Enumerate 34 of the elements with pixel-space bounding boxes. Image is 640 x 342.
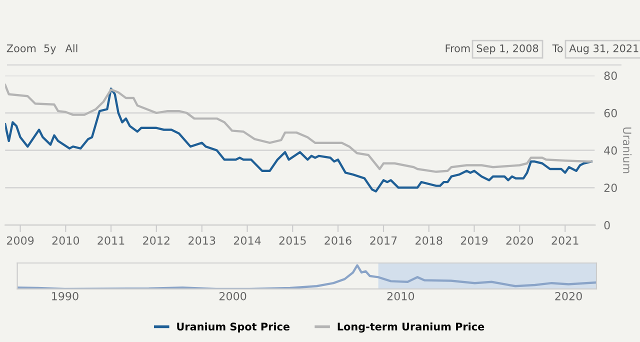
x-tick-label: 2000 [219, 292, 246, 300]
legend-label: Long-term Uranium Price [338, 322, 484, 333]
text: All [65, 44, 78, 52]
x-tick-label: 2010 [52, 236, 80, 245]
x-tick-label: 2009 [6, 236, 34, 245]
x-tick-label: 2021 [552, 236, 578, 245]
y-tick-label: 0 [604, 221, 610, 230]
text: To [552, 44, 563, 52]
text: From [446, 44, 470, 52]
x-tick-label: 2014 [234, 236, 261, 245]
text: Zoom [6, 44, 36, 52]
legend-label: Uranium Spot Price [177, 322, 290, 333]
line-series [5, 88, 593, 193]
x-tick-label: 2020 [555, 292, 582, 300]
text: Aug 31, 2021 [569, 44, 638, 54]
x-tick-label: 2020 [506, 236, 534, 245]
y-tick-label: 40 [604, 146, 617, 155]
line-series [5, 84, 593, 173]
x-tick-label: 2018 [416, 236, 442, 245]
text: 5y [44, 44, 56, 54]
y-tick-label: 60 [604, 108, 617, 118]
x-tick-label: 2016 [324, 236, 352, 245]
x-tick-label: 2010 [387, 292, 414, 300]
y-tick-label: 20 [604, 184, 617, 192]
x-tick-label: 2013 [188, 236, 216, 245]
x-tick-label: 1990 [52, 292, 78, 300]
y-tick-label: 80 [604, 72, 617, 80]
x-tick-label: 2019 [460, 236, 488, 245]
y-axis-title: Uranium [622, 128, 632, 174]
x-tick-label: 2015 [279, 236, 306, 245]
text: Sep 1, 2008 [476, 44, 538, 54]
x-tick-label: 2012 [143, 236, 170, 245]
x-tick-label: 2011 [98, 236, 124, 245]
x-tick-label: 2017 [370, 236, 397, 245]
